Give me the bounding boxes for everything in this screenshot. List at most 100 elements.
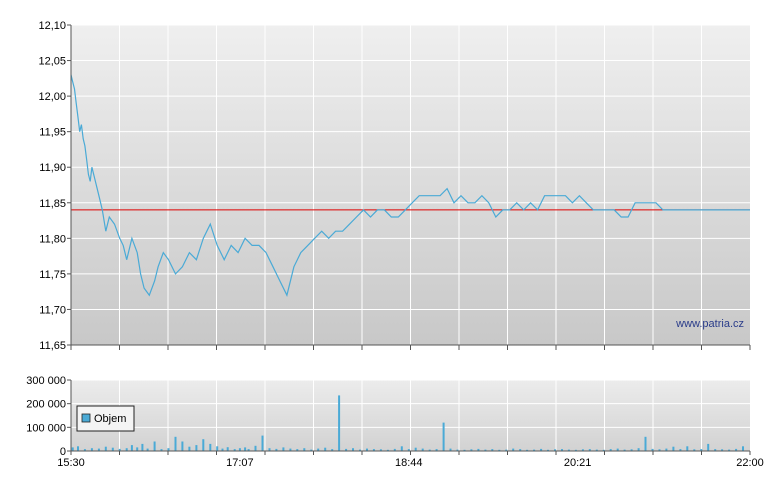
volume-bar [721,449,724,451]
xtick-label: 18:44 [395,457,423,469]
price-ytick-label: 11,65 [39,340,66,352]
volume-bar [742,446,744,451]
volume-bar [209,443,212,451]
volume-bar [540,448,543,451]
volume-bar [484,449,487,451]
volume-bar [728,449,731,451]
volume-bar [317,448,320,451]
volume-bar [77,446,79,451]
volume-ytick-label: 300 000 [26,375,66,387]
volume-bar [366,448,368,451]
volume-bar [616,448,619,451]
volume-bar [449,448,452,451]
volume-bar [289,448,292,451]
volume-bar [554,449,556,451]
volume-bar [470,449,473,451]
volume-bar [359,449,361,451]
volume-ytick-label: 0 [60,446,66,458]
price-series [70,74,750,297]
volume-bar [714,449,717,451]
volume-bar [637,448,640,451]
volume-bar [665,448,668,451]
volume-bar [146,448,149,451]
volume-bar [233,449,236,451]
volume-bar [602,449,605,451]
volume-bar [247,449,250,451]
volume-bar [379,449,382,451]
volume-bar [71,447,74,451]
volume-bar [672,446,675,451]
xtick-label: 20:21 [564,457,592,469]
volume-bar [352,448,354,451]
volume-bar [118,448,121,451]
volume-grid [71,379,750,451]
volume-bar [421,448,424,451]
volume-bar [275,448,278,451]
volume-bar [707,443,710,451]
watermark: www.patria.cz [675,318,744,330]
volume-bar [588,449,591,451]
volume-bar [574,449,577,451]
volume-bar [130,445,133,451]
price-x-ticks [70,345,751,350]
volume-bar [414,447,417,451]
xtick-label: 17:07 [226,457,254,469]
volume-bar [372,449,375,451]
volume-bar [97,448,100,451]
volume-bar [442,422,445,451]
price-ytick-label: 11,85 [39,198,66,210]
volume-bar [83,449,86,451]
volume-bar [477,448,480,451]
price-ytick-label: 11,90 [39,162,66,174]
volume-bar [435,449,438,451]
volume-bar [428,449,431,451]
volume-bar [221,448,224,451]
volume-bar [735,448,738,451]
volume-bar [296,449,299,451]
legend-label: Objem [94,413,126,425]
volume-bar [533,449,536,451]
price-y-axis: 12,10 12,05 12,00 11,95 11,90 11,85 11,80 11,75… [38,20,71,352]
volume-bar [261,435,264,451]
volume-bar [90,448,93,451]
volume-bar [181,441,184,451]
volume-bar [153,441,156,451]
volume-bar [644,436,647,451]
price-ytick-label: 12,05 [38,56,66,68]
volume-bar [141,443,144,451]
price-line [70,74,750,297]
volume-y-axis: 300 000 200 000 100 000 0 [26,375,71,458]
volume-bar [238,448,241,451]
volume-bar [623,449,626,451]
volume-bar [686,446,689,451]
volume-ytick-label: 200 000 [26,399,66,411]
volume-bar [651,448,654,451]
volume-bar [630,449,633,451]
volume-bar [303,448,306,451]
volume-bar [174,436,177,451]
volume-bar [456,449,459,451]
volume-legend: Objem [76,405,135,432]
volume-bar [310,449,313,451]
volume-bar [345,448,348,451]
price-ytick-label: 11,80 [39,233,66,245]
volume-x-axis: 15:30 17:07 18:44 20:21 22:00 [57,451,764,469]
volume-bar [512,448,515,451]
volume-bar [282,447,285,451]
volume-bar [693,449,696,451]
volume-bar [609,449,612,451]
volume-bar [226,447,229,451]
volume-ytick-label: 100 000 [26,422,66,434]
volume-bar [386,449,389,451]
volume-bar [567,449,570,451]
volume-bar [188,446,191,451]
volume-bar [111,447,114,451]
volume-bar [160,449,163,451]
price-ytick-label: 12,10 [38,20,66,32]
volume-bar [463,449,466,451]
volume-bar [331,449,334,451]
volume-bar [202,439,205,451]
volume-bar [324,447,327,451]
